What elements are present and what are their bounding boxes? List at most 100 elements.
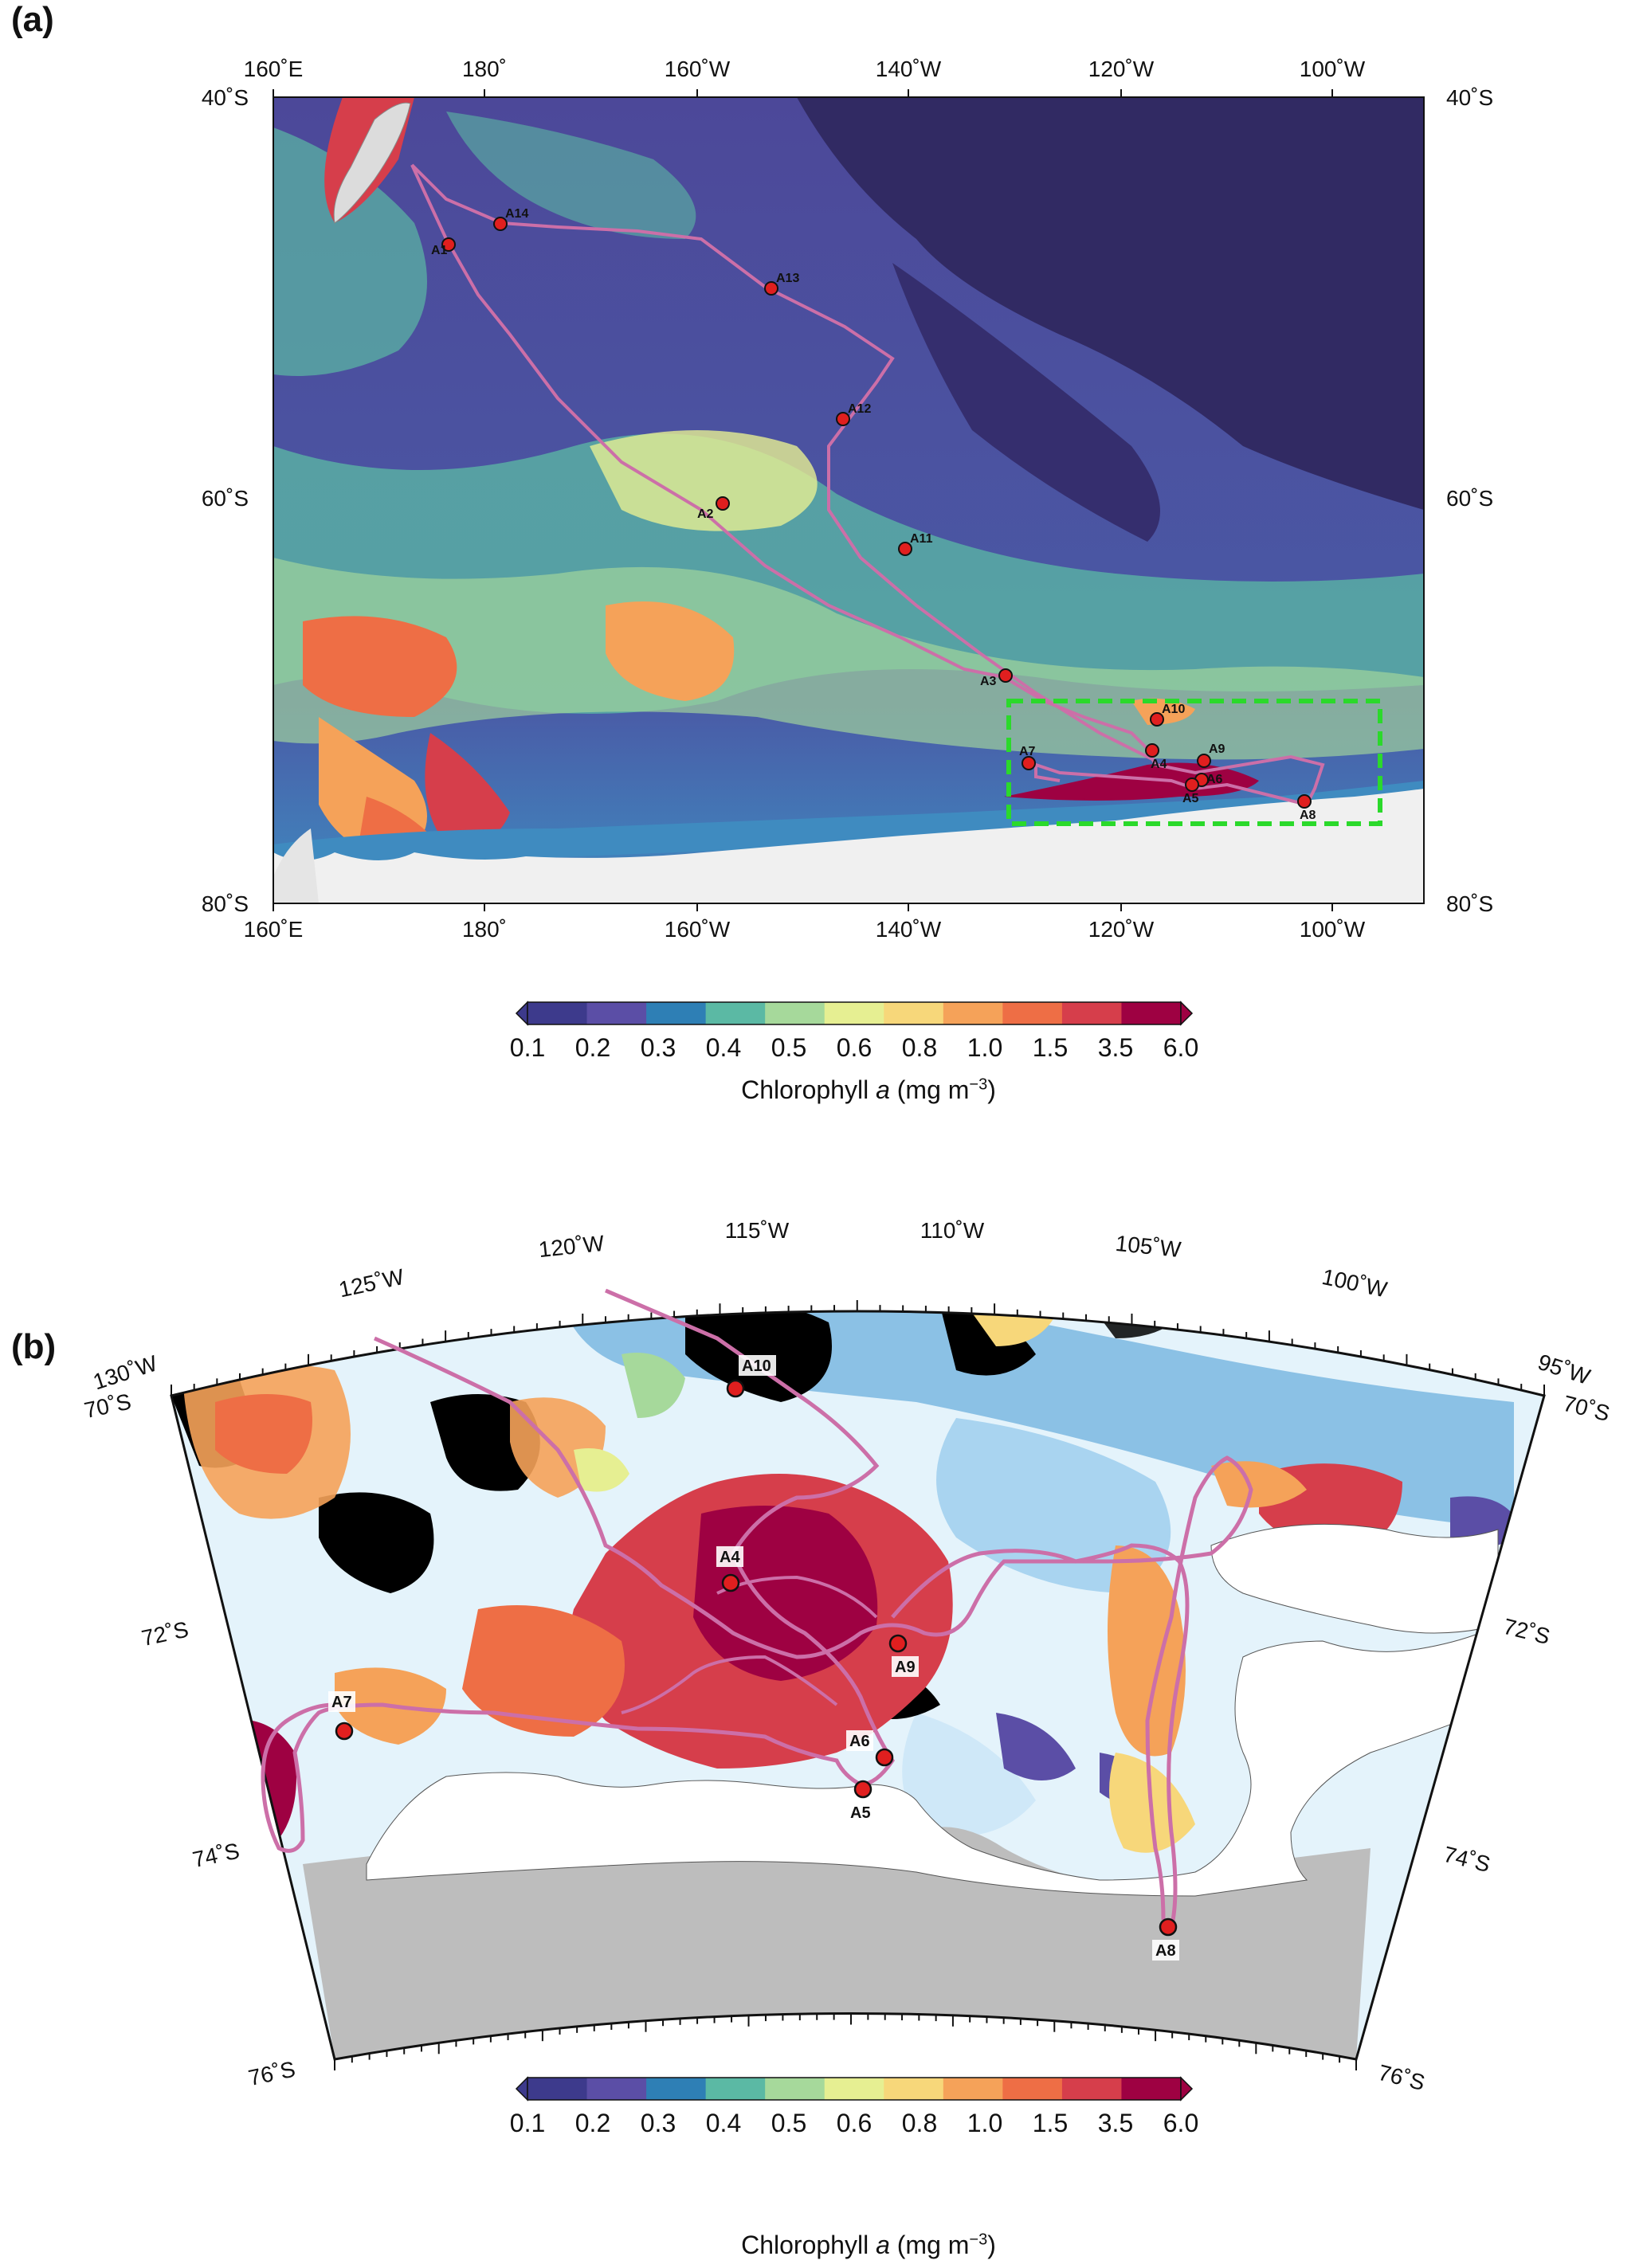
station-label: A5 [850,1804,871,1822]
panel-b-lon-tick: 100˚W [1320,1264,1390,1302]
colorbar-tick-label: 0.1 [510,1033,545,1062]
panel-b-lon-tick: 130˚W [90,1350,161,1394]
colorbar-swatch [646,2078,707,2100]
panel-a-lon-tick-bottom: 180˚ [462,917,507,942]
station-label: A12 [848,402,871,416]
station-marker [888,1634,908,1653]
panel-a-lat-tick-right: 80˚S [1446,891,1493,916]
colorbar-tick-label: 0.5 [771,2109,806,2137]
colorbar-tick-label: 0.4 [706,1033,741,1062]
panel-a-lon-tick-bottom: 160˚E [244,917,304,942]
panel-b-lat-tick-left: 72˚S [139,1617,190,1651]
panel-a-lon-tick-top: 140˚W [876,57,942,81]
colorbar-swatch [705,2078,766,2100]
station-marker [335,1722,354,1741]
station-label-bg [846,1730,873,1751]
panel-a-frame [273,96,1425,904]
station-label: A1 [431,244,448,257]
panel-b-ship-track-2 [373,1336,1253,1921]
colorbar-swatch [943,1002,1003,1024]
panel-b-letter: (b) [11,1327,57,1366]
station-label: A4 [720,1549,740,1566]
colorbar-tick-label: 1.0 [967,2109,1002,2137]
station-marker [716,496,730,511]
station-label: A10 [1162,703,1185,716]
station-label-bg [739,1355,776,1376]
panel-a-letter: (a) [11,0,54,39]
panel-b-ship-track-3 [891,1543,1190,1929]
colorbar-swatch [884,1002,944,1024]
station-label: A9 [1209,742,1225,756]
panel-a-lat-tick-left: 40˚S [202,85,249,110]
panel-b-lat-tick-right: 72˚S [1501,1614,1553,1649]
station-marker [726,1379,745,1398]
station-marker [1297,794,1312,809]
panel-a-lon-tick-bottom: 100˚W [1300,917,1366,942]
colorbar-tick-label: 0.4 [706,2109,741,2137]
panel-a-lat-tick-left: 80˚S [202,891,249,916]
colorbar-swatch [527,2078,588,2100]
station-marker [764,281,778,296]
station-marker [441,237,456,252]
station-marker [898,542,912,556]
panel-b-ship-track [261,1288,896,1853]
colorbar-b: 0.1 0.2 0.3 0.4 0.5 0.6 0.8 1.0 1.5 3.5 6.0 [510,2076,1198,2137]
station-label-bg [328,1691,355,1712]
panel-a-map-body [273,97,1424,903]
station-label: A5 [1182,792,1199,805]
station-marker [875,1748,894,1767]
panel-a-lat-tick-left: 60˚S [202,486,249,511]
station-label: A4 [1151,758,1167,771]
colorbar-swatch [824,1002,884,1024]
colorbar-tick-label: 0.2 [575,2109,610,2137]
colorbar-a-label: Chlorophyll a (mg m−3) [741,1075,996,1104]
station-marker [493,217,508,231]
panel-a-lat-tick-right: 60˚S [1446,486,1493,511]
station-marker [1197,754,1211,768]
colorbar-tick-label: 0.1 [510,2109,545,2137]
colorbar-swatch [646,1002,707,1024]
station-label: A2 [697,507,714,521]
colorbar-swatch [527,1002,588,1024]
station-label-bg [892,1656,919,1677]
colorbar-b-label: Chlorophyll a (mg m−3) [741,2231,996,2259]
colorbar-swatch [586,2078,647,2100]
station-marker [836,412,850,426]
station-label: A13 [776,272,799,285]
colorbar-swatch [884,2078,944,2100]
station-label-bg [716,1546,743,1567]
colorbar-tick-label: 0.8 [902,1033,937,1062]
station-label: A6 [849,1733,870,1750]
study-region-box [1006,699,1382,826]
station-marker [998,668,1013,683]
colorbar-arrow-left [515,2076,528,2102]
panel-b-lat-tick-right: 76˚S [1376,2060,1428,2095]
panel-a-lon-tick-top: 180˚ [462,57,507,81]
colorbar-tick-label: 6.0 [1163,1033,1198,1062]
colorbar-tick-label: 0.6 [837,2109,872,2137]
colorbar-tick-label: 0.5 [771,1033,806,1062]
panel-b-lat-tick-right: 70˚S [1561,1391,1613,1426]
colorbar-swatch [1002,1002,1063,1024]
colorbar-tick-label: 0.6 [837,1033,872,1062]
panel-a-lon-tick-bottom: 140˚W [876,917,942,942]
colorbar-swatch [765,1002,825,1024]
colorbar-swatch [1121,1002,1182,1024]
station-marker [1145,743,1159,758]
colorbar-tick-label: 1.5 [1033,2109,1068,2137]
colorbar-swatch [1121,2078,1182,2100]
panel-b-lat-tick-right: 74˚S [1441,1842,1493,1877]
station-label: A7 [1019,745,1036,758]
colorbar-tick-label: 0.3 [641,2109,676,2137]
panel-b-lon-tick: 115˚W [725,1218,790,1243]
panel-b-lon-tick: 95˚W [1535,1349,1594,1389]
panel-b-lat-tick-left: 74˚S [190,1839,241,1873]
panel-b-lat-tick-left: 76˚S [246,2057,297,2091]
colorbar-tick-label: 1.5 [1033,1033,1068,1062]
panel-b-lat-tick-left: 70˚S [82,1389,133,1424]
station-label: A14 [505,207,528,221]
colorbar-swatch [765,2078,825,2100]
colorbar-tick-label: 6.0 [1163,2109,1198,2137]
panel-a-ship-track-return [410,163,1156,762]
panel-b-lon-tick: 125˚W [336,1264,406,1302]
